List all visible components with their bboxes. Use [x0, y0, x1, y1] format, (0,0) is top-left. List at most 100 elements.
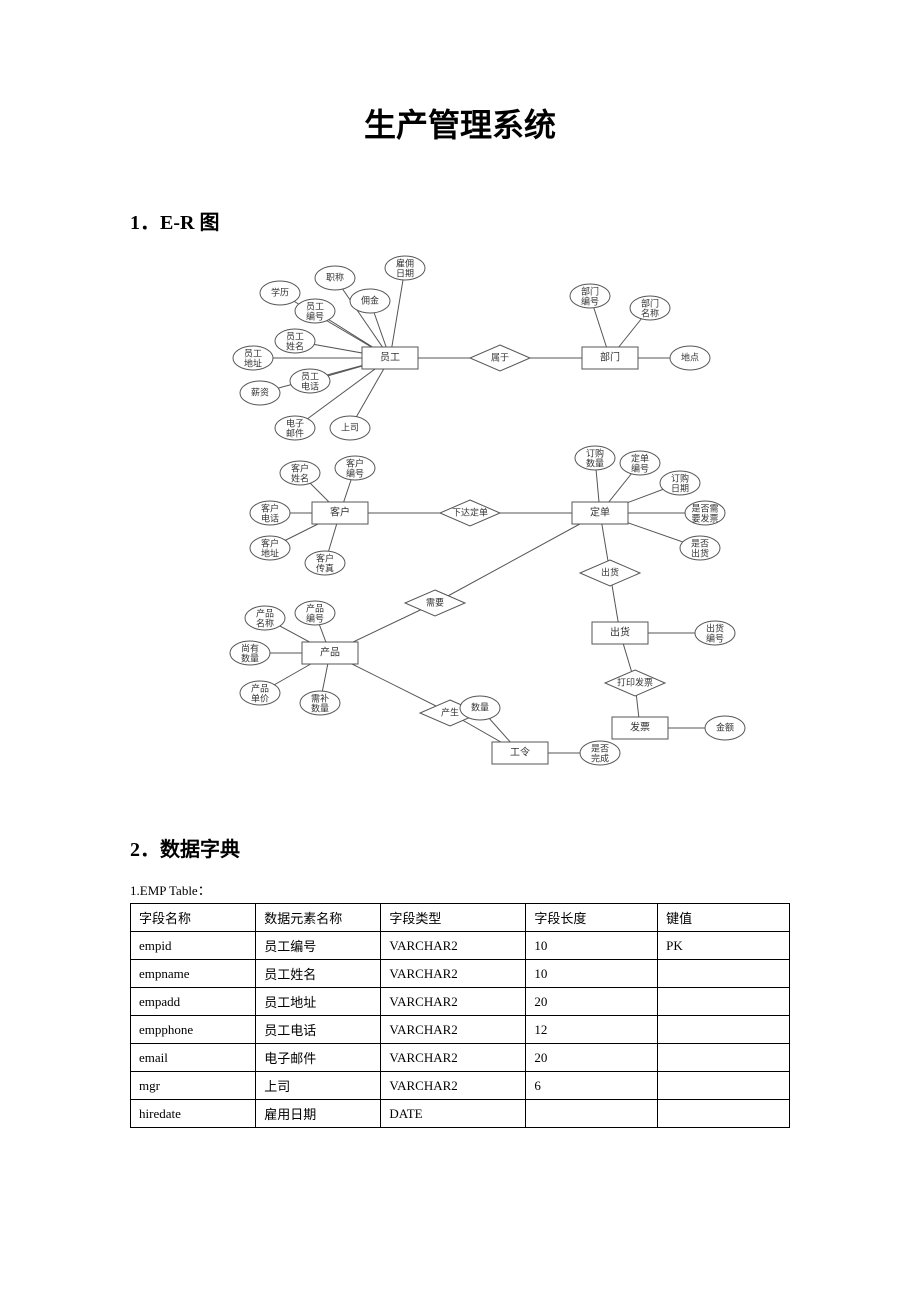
table-cell: VARCHAR2	[381, 988, 526, 1016]
svg-text:产生: 产生	[441, 706, 459, 717]
table-cell	[658, 1044, 790, 1072]
svg-text:地址: 地址	[261, 547, 279, 558]
svg-text:编号: 编号	[631, 462, 649, 473]
table-cell: mgr	[131, 1072, 256, 1100]
svg-text:电话: 电话	[301, 380, 319, 391]
svg-text:薪资: 薪资	[251, 386, 269, 397]
section-heading-dict: 2．数据字典	[130, 833, 790, 862]
svg-text:出货: 出货	[691, 547, 709, 558]
table-header-cell: 字段名称	[131, 904, 256, 932]
table-cell: 10	[526, 932, 658, 960]
table-cell: empphone	[131, 1016, 256, 1044]
table-cell	[658, 1016, 790, 1044]
svg-text:电子: 电子	[286, 417, 304, 428]
table-row: empname员工姓名VARCHAR210	[131, 960, 790, 988]
svg-text:员工: 员工	[244, 348, 262, 358]
data-dictionary-table: 字段名称数据元素名称字段类型字段长度键值empid员工编号VARCHAR210P…	[130, 903, 790, 1128]
svg-text:尚有: 尚有	[241, 642, 259, 653]
svg-text:金额: 金额	[716, 721, 734, 732]
svg-text:是否: 是否	[591, 743, 609, 753]
svg-text:产品: 产品	[306, 602, 324, 613]
svg-text:出货: 出货	[610, 626, 630, 639]
svg-text:要发票: 要发票	[691, 512, 718, 523]
svg-text:数量: 数量	[586, 457, 604, 468]
table-cell: DATE	[381, 1100, 526, 1128]
svg-text:雇佣: 雇佣	[396, 257, 414, 268]
table-row: empphone员工电话VARCHAR212	[131, 1016, 790, 1044]
table-cell: 员工地址	[256, 988, 381, 1016]
svg-text:客户: 客户	[330, 506, 350, 519]
table-header-cell: 字段长度	[526, 904, 658, 932]
table-row: hiredate雇用日期DATE	[131, 1100, 790, 1128]
svg-text:数量: 数量	[241, 652, 259, 663]
svg-text:员工: 员工	[301, 371, 319, 381]
svg-text:数量: 数量	[311, 702, 329, 713]
svg-text:部门: 部门	[600, 351, 620, 364]
svg-text:客户: 客户	[261, 502, 279, 513]
table-cell	[526, 1100, 658, 1128]
table-cell: VARCHAR2	[381, 1044, 526, 1072]
svg-text:上司: 上司	[341, 422, 359, 432]
table-header-cell: 键值	[658, 904, 790, 932]
table-cell: 员工电话	[256, 1016, 381, 1044]
table-cell: VARCHAR2	[381, 960, 526, 988]
svg-text:下达定单: 下达定单	[452, 506, 488, 517]
table-cell: VARCHAR2	[381, 1072, 526, 1100]
svg-text:佣金: 佣金	[361, 294, 379, 305]
document-page: 生产管理系统 1．E-R 图 员工部门客户定单产品出货工令发票属于下达定单出货需…	[0, 0, 920, 1188]
table-row: mgr上司VARCHAR26	[131, 1072, 790, 1100]
table-row: email电子邮件VARCHAR220	[131, 1044, 790, 1072]
svg-text:编号: 编号	[306, 612, 324, 623]
svg-text:工令: 工令	[510, 746, 530, 759]
svg-text:单价: 单价	[251, 692, 269, 703]
table-cell: 员工编号	[256, 932, 381, 960]
svg-text:编号: 编号	[581, 295, 599, 306]
er-diagram-container: 员工部门客户定单产品出货工令发票属于下达定单出货需要产生打印发票学历职称雇佣日期…	[130, 253, 790, 783]
svg-text:客户: 客户	[346, 457, 364, 468]
svg-text:地址: 地址	[244, 357, 262, 368]
table-cell: hiredate	[131, 1100, 256, 1128]
svg-text:需要: 需要	[426, 597, 444, 607]
svg-text:名称: 名称	[256, 617, 274, 628]
svg-text:编号: 编号	[306, 310, 324, 321]
svg-text:属于: 属于	[491, 352, 509, 362]
svg-text:员工: 员工	[380, 352, 400, 364]
svg-text:是否需: 是否需	[691, 503, 718, 513]
svg-text:名称: 名称	[641, 307, 659, 318]
table-header-row: 字段名称数据元素名称字段类型字段长度键值	[131, 904, 790, 932]
svg-text:需补: 需补	[311, 692, 329, 703]
svg-text:出货: 出货	[706, 622, 724, 633]
table-cell: PK	[658, 932, 790, 960]
svg-text:定单: 定单	[631, 452, 649, 463]
table-cell: empadd	[131, 988, 256, 1016]
table-cell: VARCHAR2	[381, 932, 526, 960]
table-cell: 10	[526, 960, 658, 988]
svg-text:客户: 客户	[291, 462, 309, 473]
svg-text:产品: 产品	[256, 607, 274, 618]
svg-text:是否: 是否	[691, 538, 709, 548]
table-cell: 员工姓名	[256, 960, 381, 988]
table-cell	[658, 1072, 790, 1100]
svg-text:产品: 产品	[320, 646, 340, 659]
svg-text:部门: 部门	[581, 285, 599, 296]
svg-text:出货: 出货	[601, 566, 619, 577]
svg-text:传真: 传真	[316, 562, 334, 573]
svg-text:职称: 职称	[326, 271, 344, 282]
svg-text:日期: 日期	[671, 483, 689, 493]
svg-text:姓名: 姓名	[286, 340, 304, 351]
svg-text:定单: 定单	[590, 506, 610, 519]
table-cell: 6	[526, 1072, 658, 1100]
svg-text:员工: 员工	[286, 331, 304, 341]
svg-text:地点: 地点	[681, 351, 699, 362]
svg-text:学历: 学历	[271, 286, 289, 297]
table-cell	[658, 1100, 790, 1128]
svg-text:编号: 编号	[346, 467, 364, 478]
table-header-cell: 字段类型	[381, 904, 526, 932]
svg-text:客户: 客户	[261, 537, 279, 548]
svg-text:完成: 完成	[591, 752, 609, 763]
svg-text:产品: 产品	[251, 682, 269, 693]
table-cell: empname	[131, 960, 256, 988]
svg-text:订购: 订购	[671, 472, 689, 483]
table-header-cell: 数据元素名称	[256, 904, 381, 932]
table-cell	[658, 960, 790, 988]
